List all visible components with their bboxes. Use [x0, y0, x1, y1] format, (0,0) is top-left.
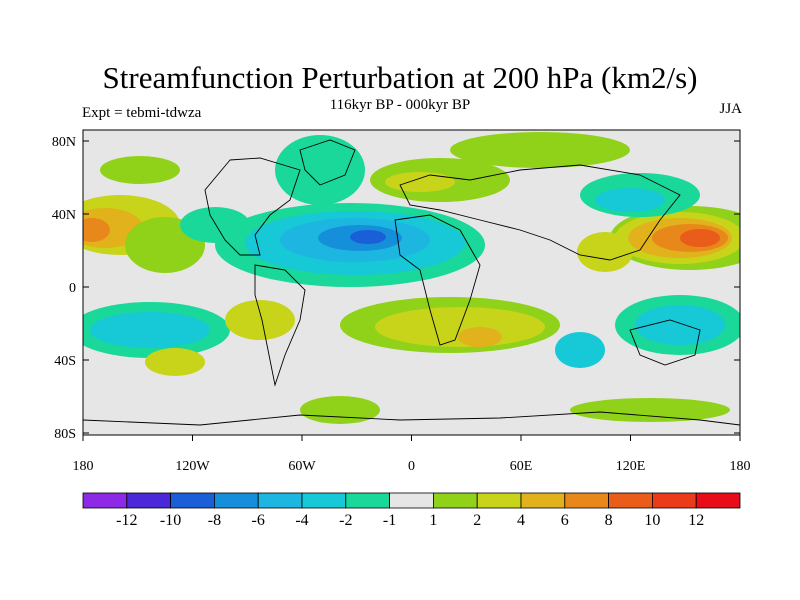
- contour-neg-asia-2: [595, 188, 665, 212]
- map-title: Streamfunction Perturbation at 200 hPa (…: [102, 60, 698, 95]
- colorbar-label: 2: [473, 512, 481, 529]
- contour-neg-sio: [555, 332, 605, 368]
- lat-tick-label: 40S: [54, 354, 76, 369]
- lon-tick-label: 0: [408, 459, 415, 474]
- colorbar-swatch: [608, 492, 653, 509]
- time-range-subtitle: 116kyr BP - 000kyr BP: [329, 97, 471, 113]
- colorbar-swatch: [170, 492, 215, 509]
- contour-pos-europe-core: [385, 172, 455, 192]
- contour-pos-spac: [145, 348, 205, 376]
- coast-africa: [394, 214, 481, 346]
- contour-pos-jp-core: [680, 229, 720, 247]
- lat-tick-label: 0: [69, 281, 76, 296]
- lat-tick-label: 80N: [52, 135, 76, 150]
- colorbar-labels: -12 -10 -8 -6 -4 -2 -1 1 2 4 6 8 10 12: [116, 512, 704, 529]
- coast-south-america: [254, 264, 306, 387]
- coast-eurasia: [399, 164, 681, 261]
- contour-pos-arctic: [450, 132, 630, 168]
- coast-greenland: [299, 139, 356, 186]
- lon-tick-label: 60W: [288, 459, 316, 474]
- lat-tick-labels: 80N 40N 0 40S 80S: [52, 135, 76, 442]
- contour-pos-sam: [225, 300, 295, 340]
- colorbar-label: 8: [605, 512, 613, 529]
- lon-tick-label: 120W: [175, 459, 210, 474]
- lat-tick-label: 40N: [52, 208, 76, 223]
- colorbar-swatch: [432, 492, 478, 509]
- colorbar-swatch: [389, 492, 434, 509]
- colorbar-swatch: [695, 492, 741, 509]
- lon-tick-labels: 180 120W 60W 0 60E 120E 180: [73, 459, 751, 474]
- contour-pos-southern: [300, 396, 380, 424]
- contour-neg-atl-core: [350, 230, 386, 244]
- lon-tick-label: 120E: [616, 459, 646, 474]
- colorbar-label: 10: [644, 512, 660, 529]
- coast-north-america: [204, 157, 301, 256]
- colorbar-label: 12: [688, 512, 704, 529]
- colorbar-label: -8: [208, 512, 221, 529]
- coast-australia: [629, 319, 701, 366]
- colorbar-swatch: [301, 492, 347, 509]
- contour-pos-alaska: [100, 156, 180, 184]
- colorbar-swatch: [257, 492, 303, 509]
- colorbar-label: 6: [561, 512, 569, 529]
- season-label: JJA: [719, 101, 742, 117]
- colorbar-swatch: [213, 492, 259, 509]
- experiment-label: Expt = tebmi-tdwza: [82, 105, 202, 121]
- lon-ticks: [82, 435, 741, 441]
- contour-neg-pac-north: [180, 207, 250, 243]
- colorbar-swatch: [520, 492, 566, 509]
- colorbar: [82, 492, 741, 509]
- colorbar-swatch: [345, 492, 390, 509]
- contour-neg-spac-2: [90, 312, 210, 348]
- contour-pos-southern-east: [570, 398, 730, 422]
- colorbar-swatch: [82, 492, 128, 509]
- lat-tick-label: 80S: [54, 427, 76, 442]
- lon-tick-label: 60E: [510, 459, 533, 474]
- coast-antarctica: [83, 411, 740, 426]
- colorbar-swatch: [652, 492, 697, 509]
- colorbar-label: 4: [517, 512, 525, 529]
- colorbar-label: -2: [339, 512, 352, 529]
- lon-tick-label: 180: [73, 459, 94, 474]
- colorbar-swatch: [126, 492, 172, 509]
- colorbar-swatch: [476, 492, 522, 509]
- contour-pos-npac-west-core: [83, 218, 110, 242]
- lat-ticks: [83, 140, 740, 434]
- lon-tick-label: 180: [730, 459, 751, 474]
- colorbar-label: -12: [116, 512, 137, 529]
- contour-fields: [83, 132, 740, 424]
- colorbar-label: -1: [383, 512, 396, 529]
- contour-neg-aus-2: [635, 305, 725, 345]
- colorbar-swatch: [564, 492, 609, 509]
- contour-pos-safrica-core: [458, 327, 502, 347]
- contour-pos-china: [577, 232, 633, 272]
- contour-neg-greenland: [275, 135, 365, 205]
- colorbar-label: 1: [429, 512, 437, 529]
- colorbar-label: -4: [295, 512, 308, 529]
- coastlines: [83, 139, 740, 426]
- colorbar-label: -10: [160, 512, 181, 529]
- colorbar-label: -6: [252, 512, 265, 529]
